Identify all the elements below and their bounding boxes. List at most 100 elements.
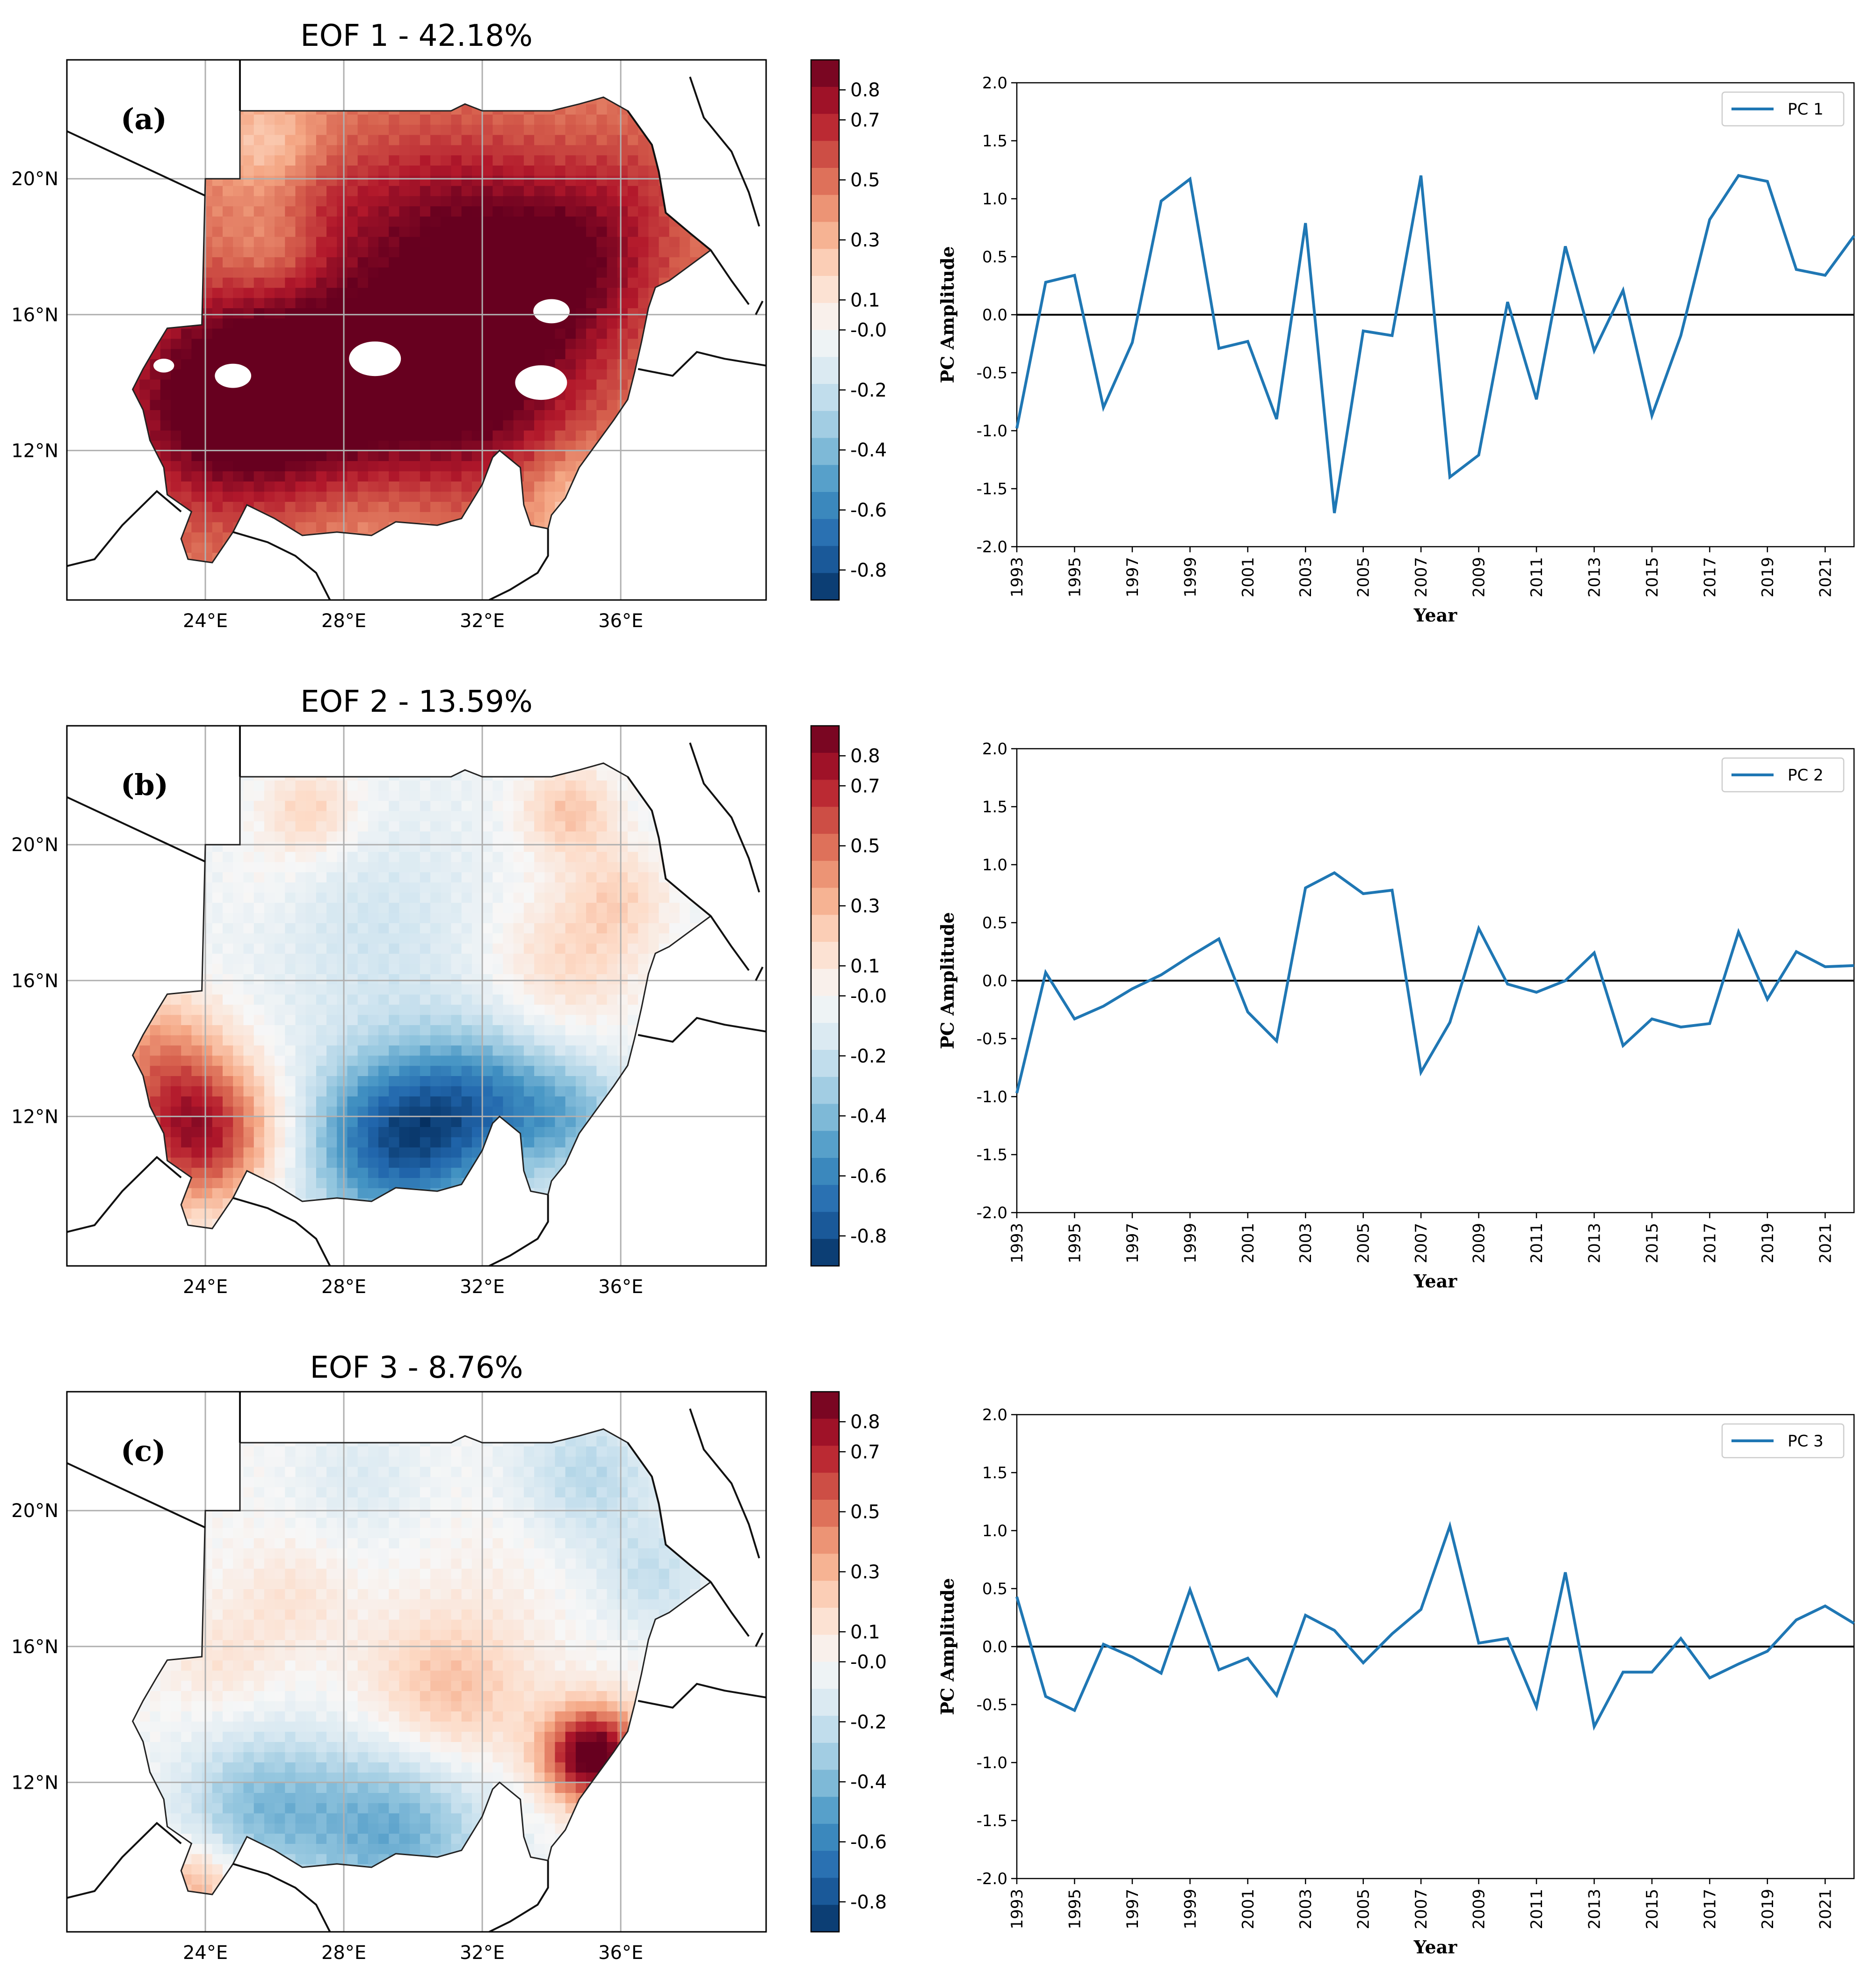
field-cell — [586, 359, 597, 369]
field-cell — [503, 328, 514, 339]
field-cell — [471, 963, 483, 975]
country-border-line — [710, 249, 750, 305]
field-cell — [493, 892, 504, 903]
field-cell — [202, 481, 213, 492]
field-cell — [523, 841, 535, 852]
field-cell — [326, 963, 338, 975]
field-cell — [275, 1116, 286, 1127]
field-cell — [575, 1106, 587, 1117]
field-cell — [212, 308, 223, 318]
field-cell — [409, 1045, 420, 1056]
field-cell — [275, 277, 286, 288]
field-cell — [202, 1065, 213, 1076]
field-cell — [461, 175, 472, 186]
field-cell — [430, 145, 442, 156]
field-cell — [441, 1147, 452, 1158]
field-cell — [357, 410, 369, 420]
field-cell — [461, 974, 472, 984]
field-cell — [160, 450, 171, 461]
colorbar-segment — [811, 492, 839, 520]
field-cell — [223, 410, 233, 420]
field-cell — [357, 491, 369, 502]
field-cell — [337, 410, 348, 420]
field-cell — [285, 145, 296, 156]
field-cell — [451, 861, 462, 873]
field-cell — [430, 994, 442, 1005]
field-cell — [409, 399, 420, 410]
field-cell — [202, 1014, 213, 1026]
field-cell — [326, 440, 338, 451]
field-cell — [378, 1127, 390, 1137]
field-cell — [555, 861, 566, 873]
field-cell — [607, 216, 618, 227]
field-cell — [212, 1096, 223, 1107]
field-cell — [254, 984, 265, 995]
field-cell — [430, 297, 442, 309]
field-cell — [638, 165, 649, 176]
field-cell — [378, 810, 390, 822]
field-cell — [451, 185, 462, 196]
field-cell — [493, 297, 504, 309]
field-cell — [202, 430, 213, 441]
field-cell — [160, 1076, 171, 1086]
field-cell — [555, 1014, 566, 1026]
field-cell — [461, 471, 472, 482]
field-cell — [368, 800, 379, 811]
field-cell — [523, 974, 535, 984]
field-cell — [171, 410, 181, 420]
field-cell — [399, 923, 410, 933]
field-cell — [223, 257, 233, 267]
field-cell — [586, 1025, 597, 1035]
field-cell — [555, 114, 566, 125]
field-cell — [368, 287, 379, 298]
field-cell — [368, 851, 379, 862]
field-cell — [233, 1096, 244, 1107]
field-cell — [575, 134, 587, 145]
colorbar-segment — [811, 465, 839, 492]
field-cell — [565, 1065, 576, 1076]
field-cell — [555, 1147, 566, 1158]
field-cell — [399, 175, 410, 186]
field-cell — [534, 328, 545, 339]
field-cell — [389, 297, 400, 309]
field-cell — [409, 963, 420, 975]
field-cell — [451, 399, 462, 410]
field-cell — [461, 1147, 472, 1158]
field-cell — [575, 236, 587, 247]
field-cell — [513, 216, 524, 227]
field-cell — [264, 790, 275, 801]
field-cell — [243, 1004, 254, 1015]
field-cell — [461, 216, 472, 227]
country-border-line — [489, 528, 549, 601]
field-cell — [482, 195, 493, 207]
field-cell — [326, 236, 338, 247]
field-cell — [357, 1178, 369, 1188]
field-cell — [461, 481, 472, 492]
field-cell — [471, 399, 483, 410]
field-cell — [316, 1116, 327, 1127]
field-cell — [316, 953, 327, 964]
field-cell — [503, 1014, 514, 1026]
field-cell — [565, 297, 576, 309]
field-cell — [243, 872, 254, 882]
field-cell — [493, 246, 504, 258]
field-cell — [160, 430, 171, 441]
field-cell — [223, 851, 233, 862]
field-cell — [493, 1106, 504, 1117]
field-cell — [150, 1045, 161, 1056]
field-cell — [441, 882, 452, 893]
field-cell — [378, 1147, 390, 1158]
field-cell — [233, 963, 244, 975]
field-cell — [659, 267, 670, 278]
field-cell — [171, 348, 181, 360]
field-cell — [596, 318, 608, 329]
field-cell — [264, 1086, 275, 1097]
field-cell — [378, 923, 390, 933]
missing-data-patch — [349, 341, 401, 376]
field-cell — [264, 461, 275, 471]
field-cell — [503, 994, 514, 1005]
field-cell — [638, 155, 649, 166]
field-cell — [409, 892, 420, 903]
field-cell — [555, 1076, 566, 1086]
field-cell — [212, 410, 223, 420]
